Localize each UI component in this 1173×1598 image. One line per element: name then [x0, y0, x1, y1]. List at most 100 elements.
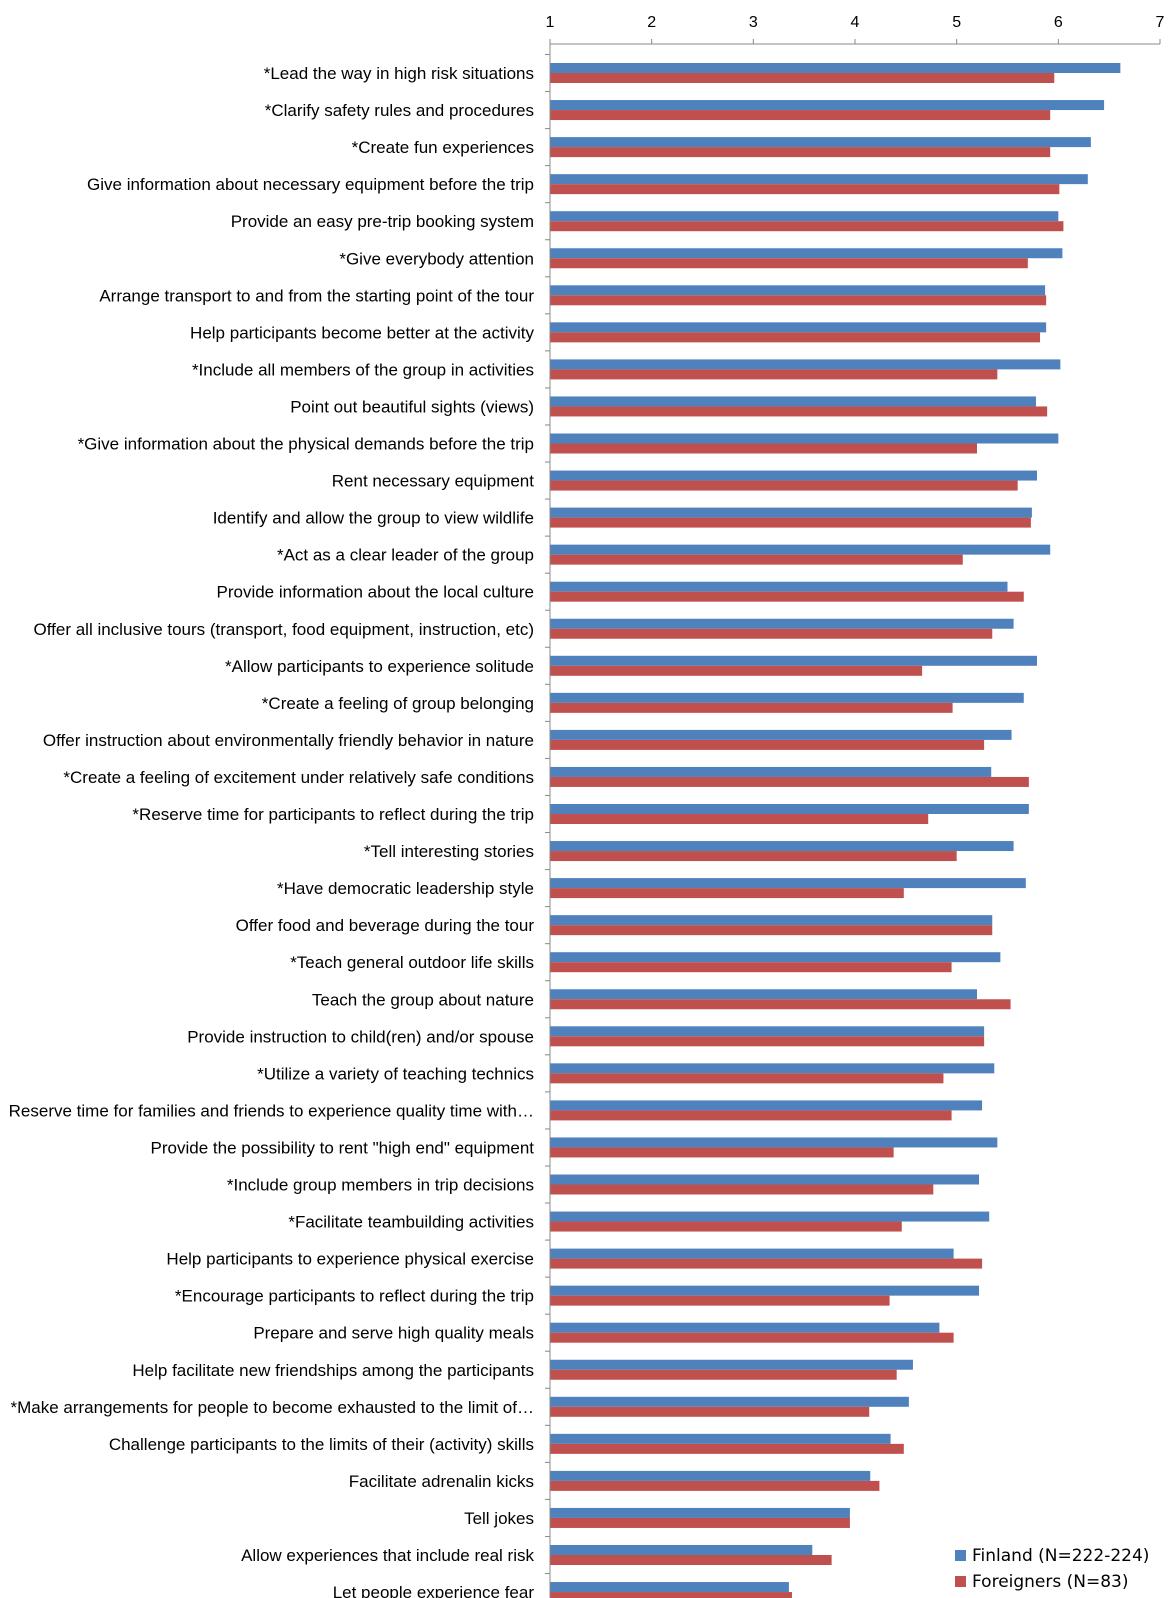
- bar-finland: [550, 544, 1051, 555]
- category-label: Reserve time for families and friends to…: [9, 1101, 534, 1120]
- x-tick-label: 2: [647, 14, 656, 31]
- bar-finland: [550, 507, 1032, 518]
- category-label: *Give information about the physical dem…: [78, 435, 534, 454]
- bar-finland: [550, 1507, 850, 1518]
- category-label: Prepare and serve high quality meals: [253, 1324, 534, 1343]
- bar-finland: [550, 1470, 871, 1481]
- bar-foreigners: [550, 184, 1060, 195]
- bar-finland: [550, 804, 1029, 814]
- bar-foreigners: [550, 73, 1055, 83]
- category-label: Facilitate adrenalin kicks: [349, 1472, 534, 1491]
- category-label: *Teach general outdoor life skills: [290, 953, 534, 972]
- x-tick-label: 1: [546, 14, 555, 31]
- legend: Finland (N=222-224) Foreigners (N=83): [955, 1546, 1149, 1592]
- bar-foreigners: [550, 1369, 897, 1380]
- category-label: Provide instruction to child(ren) and/or…: [187, 1027, 534, 1046]
- bar-foreigners: [550, 665, 923, 676]
- x-tick-label: 7: [1156, 14, 1165, 31]
- bar-foreigners: [550, 480, 1018, 491]
- category-label: Teach the group about nature: [312, 990, 534, 1009]
- bar-finland: [550, 322, 1047, 333]
- legend-swatch: [955, 1550, 966, 1561]
- bar-foreigners: [550, 1555, 832, 1565]
- category-label: *Reserve time for participants to reflec…: [132, 805, 534, 824]
- x-axis-ticks: 1 2 3 4 5 6 7: [546, 14, 1165, 44]
- category-label: *Create fun experiences: [352, 138, 534, 157]
- bar-foreigners: [550, 739, 985, 750]
- category-label: *Have democratic leadership style: [277, 879, 534, 898]
- bar-finland: [550, 766, 992, 777]
- bar-finland: [550, 878, 1026, 889]
- bar-foreigners: [550, 258, 1028, 269]
- category-label: *Allow participants to experience solitu…: [225, 657, 534, 676]
- bar-foreigners: [550, 1406, 870, 1417]
- bar-foreigners: [550, 962, 952, 973]
- bar-foreigners: [550, 554, 963, 565]
- category-label: Point out beautiful sights (views): [290, 397, 534, 416]
- category-label: *Clarify safety rules and procedures: [265, 101, 534, 120]
- bar-foreigners: [550, 925, 993, 936]
- bar-finland: [550, 618, 1014, 629]
- x-tick-label: 5: [952, 14, 961, 31]
- bar-finland: [550, 1211, 990, 1222]
- axes: [545, 43, 1160, 1598]
- bar-finland: [550, 692, 1024, 703]
- bar-finland: [550, 1322, 940, 1333]
- bar-finland: [550, 1359, 913, 1370]
- category-label: Arrange transport to and from the starti…: [99, 286, 534, 305]
- legend-label: Finland (N=222-224): [972, 1546, 1149, 1566]
- category-label: *Create a feeling of group belonging: [262, 694, 534, 713]
- bar-finland: [550, 1396, 909, 1407]
- legend-label: Foreigners (N=83): [972, 1572, 1129, 1592]
- bar-finland: [550, 729, 1012, 740]
- x-tick-label: 4: [851, 14, 860, 31]
- bar-foreigners: [550, 851, 957, 862]
- bar-finland: [550, 1137, 998, 1148]
- bar-finland: [550, 1433, 891, 1444]
- bar-foreigners: [550, 776, 1029, 787]
- bar-foreigners: [550, 1221, 902, 1232]
- category-label: Provide an easy pre-trip booking system: [231, 212, 534, 231]
- bar-foreigners: [550, 1480, 880, 1491]
- category-label: Give information about necessary equipme…: [87, 175, 534, 194]
- category-label: *Include group members in trip decisions: [227, 1176, 534, 1195]
- category-label: *Include all members of the group in act…: [192, 360, 534, 379]
- category-label: Challenge participants to the limits of …: [109, 1435, 534, 1454]
- bar-finland: [550, 174, 1088, 185]
- legend-swatch: [955, 1576, 966, 1587]
- bar-finland: [550, 63, 1121, 73]
- category-label: Tell jokes: [464, 1509, 534, 1528]
- bar-foreigners: [550, 628, 993, 639]
- category-label: *Make arrangements for people to become …: [10, 1398, 534, 1417]
- bar-finland: [550, 248, 1063, 259]
- bar-foreigners: [550, 332, 1041, 343]
- category-label: Offer instruction about environmentally …: [43, 731, 534, 750]
- bar-foreigners: [550, 1443, 904, 1454]
- bar-finland: [550, 1100, 983, 1111]
- category-label: *Encourage participants to reflect durin…: [175, 1287, 534, 1306]
- bar-foreigners: [550, 814, 929, 824]
- bar-foreigners: [550, 295, 1047, 306]
- bar-finland: [550, 100, 1105, 111]
- bar-foreigners: [550, 110, 1051, 121]
- bar-foreigners: [550, 1258, 983, 1269]
- bar-foreigners: [550, 1517, 850, 1528]
- category-label: Allow experiences that include real risk: [241, 1546, 534, 1565]
- bar-foreigners: [550, 1184, 934, 1195]
- category-label: Help participants to experience physical…: [166, 1250, 534, 1269]
- bar-foreigners: [550, 1592, 792, 1598]
- bar-finland: [550, 952, 1001, 963]
- bar-foreigners: [550, 1110, 952, 1121]
- bar-finland: [550, 581, 1008, 592]
- bar-foreigners: [550, 443, 977, 454]
- bar-foreigners: [550, 999, 1011, 1010]
- bar-finland: [550, 1248, 954, 1259]
- bar-foreigners: [550, 1147, 894, 1158]
- bar-foreigners: [550, 221, 1064, 232]
- bar-finland: [550, 396, 1036, 407]
- bar-finland: [550, 470, 1037, 481]
- category-label: Help facilitate new friendships among th…: [132, 1361, 534, 1380]
- bar-finland: [550, 1285, 980, 1296]
- category-label: Offer food and beverage during the tour: [236, 916, 535, 935]
